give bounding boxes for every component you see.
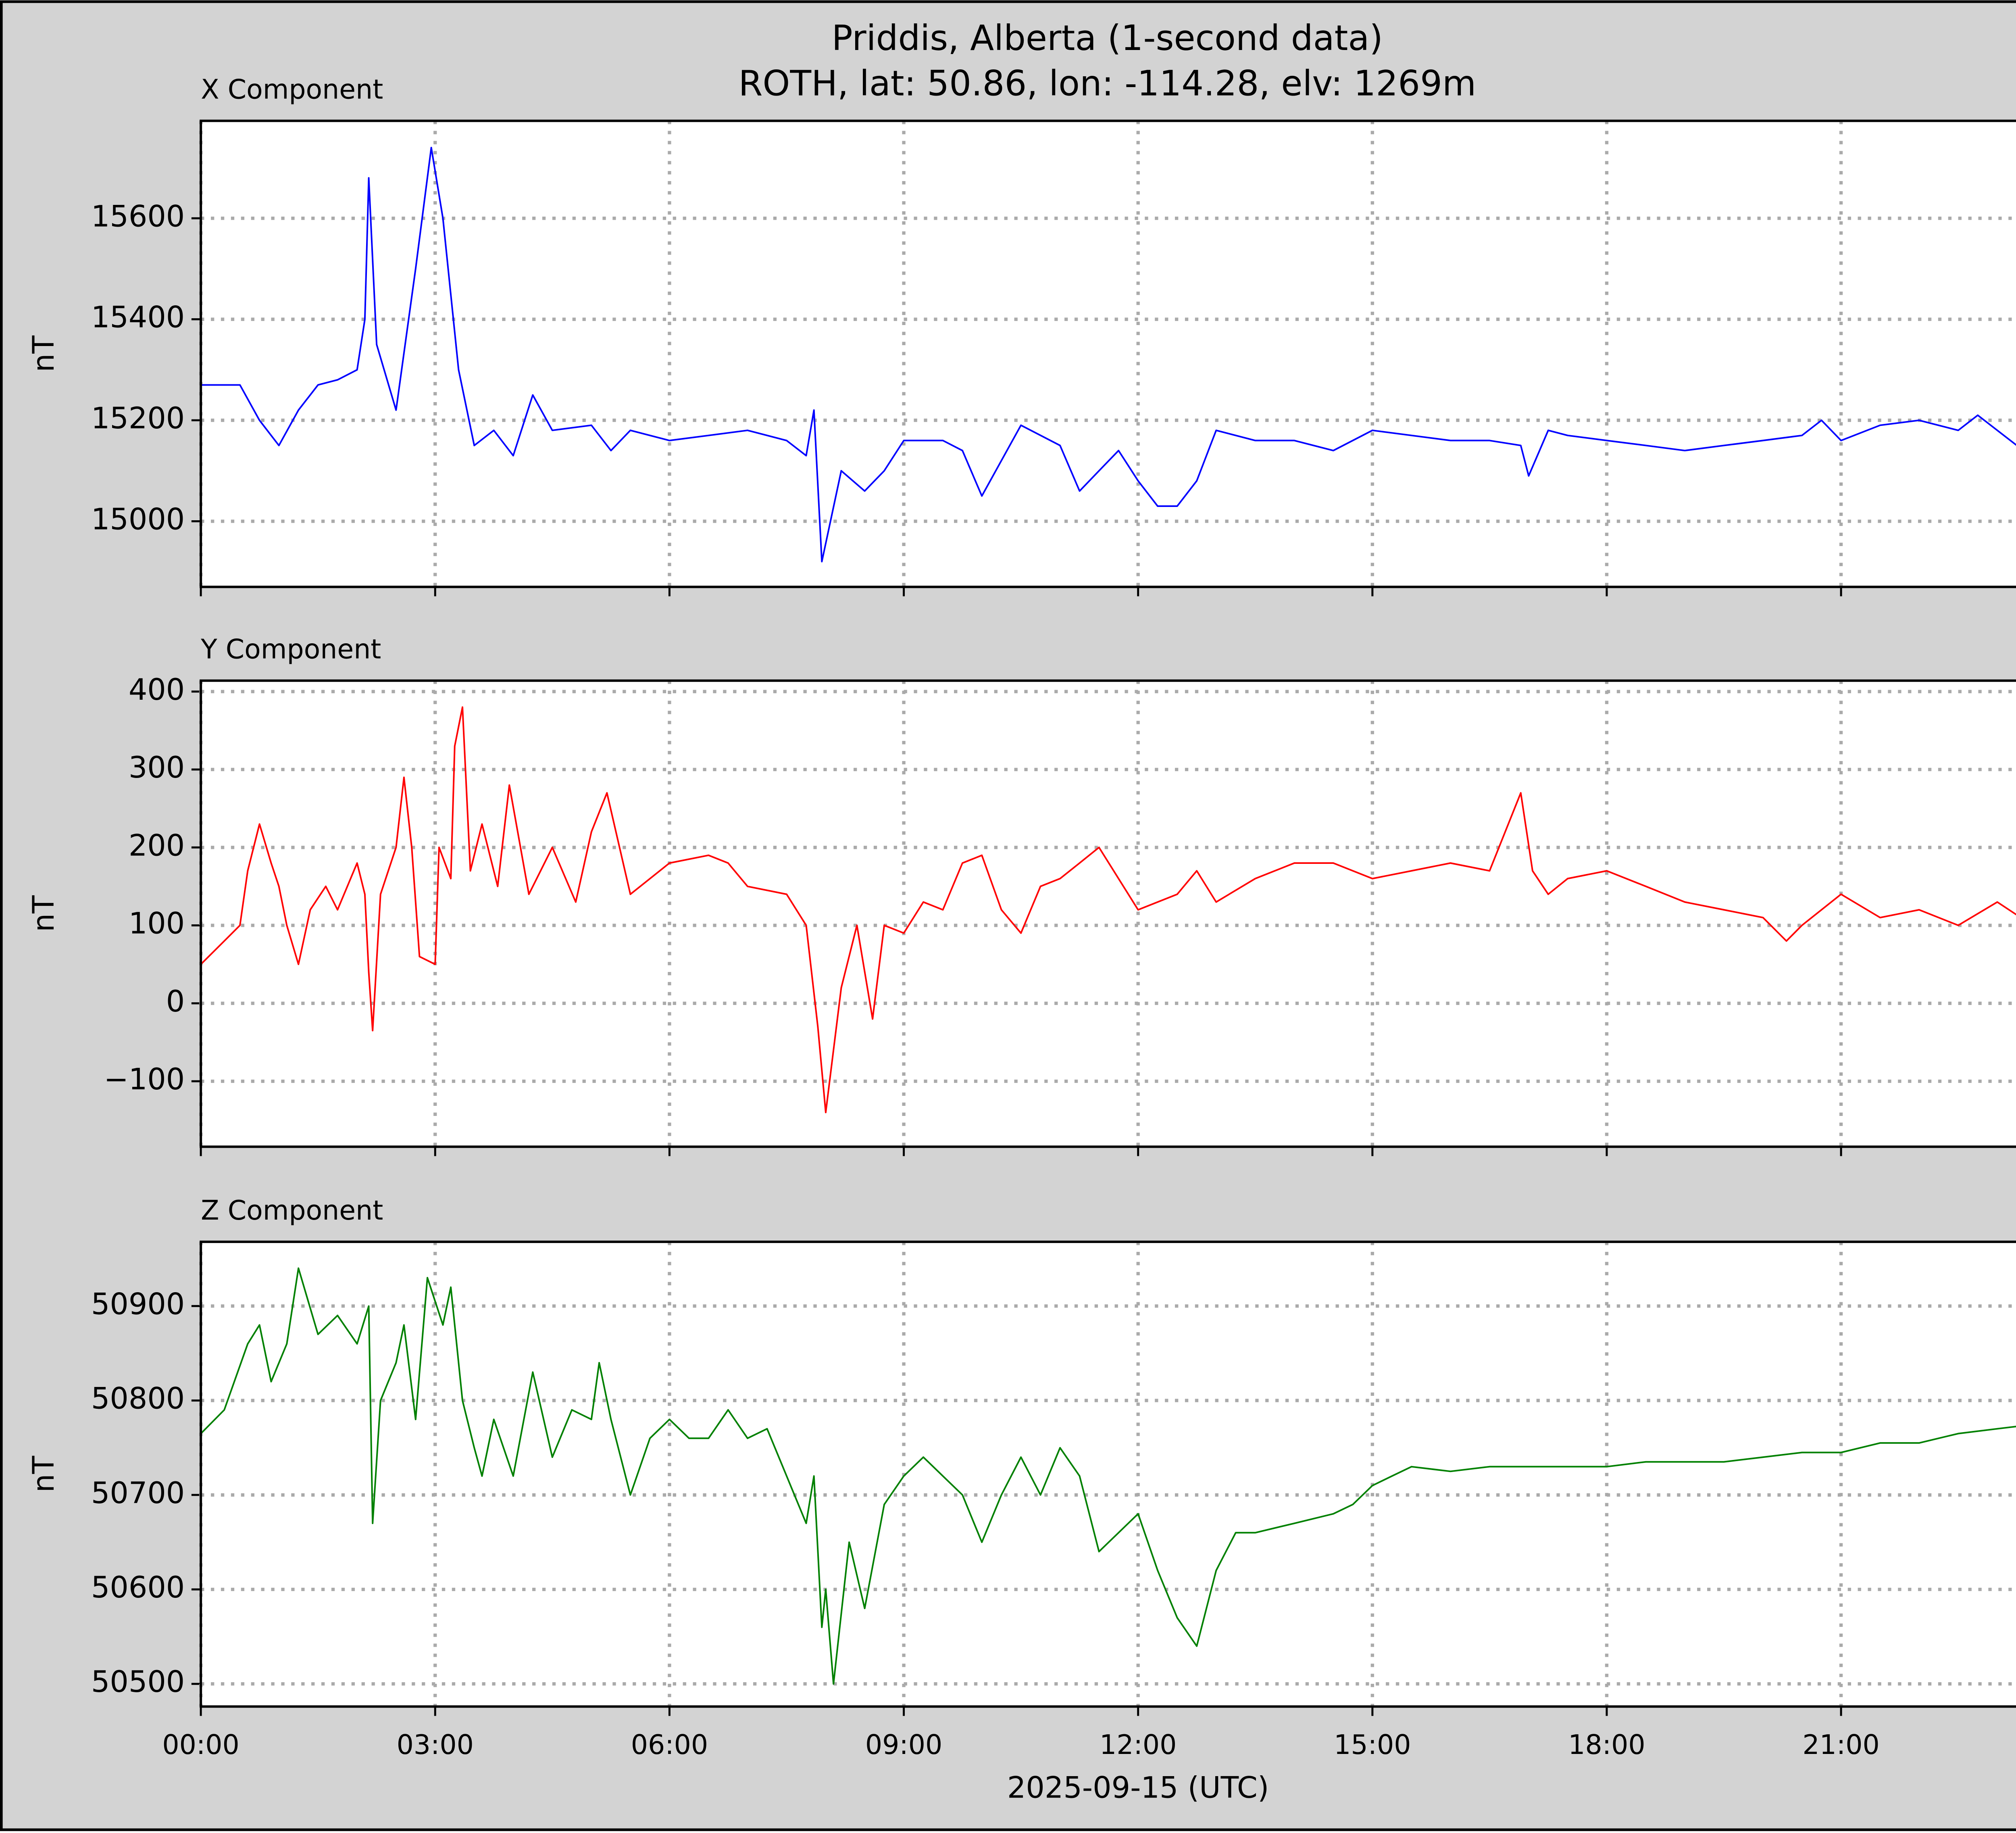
figure-title: Priddis, Alberta (1-second data) [832, 18, 1383, 58]
x-tick-label: 12:00 [1100, 1729, 1177, 1760]
x-axis-label: 2025-09-15 (UTC) [1007, 1770, 1269, 1805]
y-tick-label: 50800 [91, 1382, 185, 1416]
y-tick-label: 50900 [91, 1287, 185, 1321]
x-tick-label: 09:00 [865, 1729, 942, 1760]
y-tick-label: 15400 [91, 300, 185, 335]
figure-subtitle: ROTH, lat: 50.86, lon: -114.28, elv: 126… [738, 64, 1476, 104]
y-tick-label: −100 [104, 1062, 185, 1097]
plot-area [201, 680, 2016, 1147]
panel-title: Z Component [201, 1195, 383, 1226]
y-axis-label: nT [27, 895, 61, 932]
y-tick-label: 15200 [91, 401, 185, 436]
y-axis-label: nT [27, 336, 61, 372]
x-tick-label: 18:00 [1568, 1729, 1645, 1760]
y-tick-label: 50500 [91, 1665, 185, 1699]
x-tick-label: 03:00 [397, 1729, 474, 1760]
plot-frame [200, 679, 2016, 1148]
y-tick-label: 50600 [91, 1570, 185, 1605]
y-tick-label: 300 [129, 751, 185, 785]
x-tick-label: 00:00 [162, 1729, 239, 1760]
x-tick-label: 21:00 [1802, 1729, 1879, 1760]
plot-frame [200, 119, 2016, 588]
y-tick-label: 200 [129, 828, 185, 863]
panel-title: Y Component [200, 634, 381, 665]
x-tick-label: 15:00 [1334, 1729, 1411, 1760]
y-tick-label: 0 [166, 984, 185, 1019]
plot-area [201, 1242, 2016, 1707]
data-line [200, 706, 2016, 1114]
plot-frame [200, 1241, 2016, 1708]
panel-title: X Component [201, 74, 383, 105]
plot-area [201, 121, 2016, 587]
data-line [200, 1267, 2016, 1685]
y-tick-label: 15600 [91, 199, 185, 234]
y-tick-label: 50700 [91, 1476, 185, 1510]
x-tick-label: 06:00 [631, 1729, 708, 1760]
y-axis-label: nT [27, 1456, 61, 1492]
y-tick-label: 100 [129, 907, 185, 941]
y-tick-label: 400 [129, 673, 185, 707]
data-line [201, 147, 2016, 563]
y-tick-label: 15000 [91, 502, 185, 536]
